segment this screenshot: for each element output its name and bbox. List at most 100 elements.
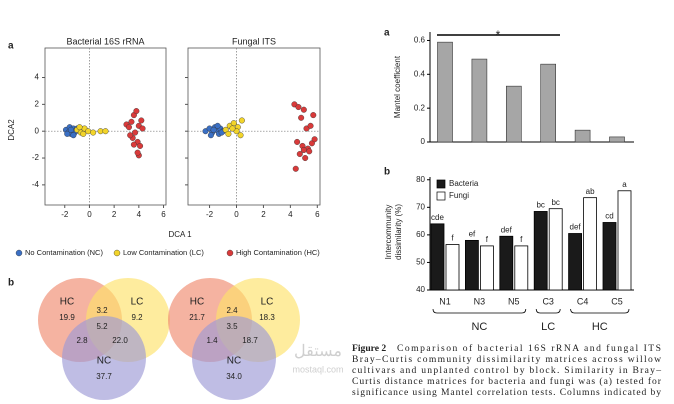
bar-letter: bc	[536, 201, 544, 210]
point	[300, 106, 307, 113]
point	[296, 151, 303, 158]
set-value: 37.7	[96, 372, 112, 381]
group-bracket	[570, 308, 630, 314]
point	[238, 117, 245, 124]
overlap-value: 1.4	[206, 336, 218, 345]
point	[310, 112, 317, 119]
bar	[471, 58, 488, 143]
panel-label: b	[8, 278, 14, 289]
bar-letter: a	[622, 180, 627, 189]
point	[67, 126, 74, 133]
point	[214, 122, 221, 129]
y-tick-label: 0	[421, 137, 426, 146]
x-tick-label: 2	[261, 210, 266, 219]
bar-letter: ab	[586, 187, 595, 196]
panel-label: b	[384, 167, 390, 178]
bar	[568, 233, 582, 291]
watermark: mostaql.com	[292, 364, 343, 374]
y-tick-label: 0.2	[414, 103, 426, 112]
point	[307, 122, 314, 129]
point	[128, 118, 135, 125]
y-tick-label: 70	[416, 202, 425, 211]
x-tick-label: 0	[234, 210, 239, 219]
plot-frame	[44, 47, 167, 206]
x-tick-label: -2	[206, 210, 214, 219]
point	[302, 155, 309, 162]
x-tick-label: 4	[288, 210, 293, 219]
y-tick-label: 60	[416, 230, 425, 239]
y-axis-label: DCA2	[7, 119, 16, 141]
legend-marker	[226, 249, 234, 257]
legend-label: High Contamination (HC)	[236, 248, 320, 257]
point	[130, 141, 137, 148]
venn-circle	[62, 316, 146, 400]
overlap-value: 3.2	[96, 306, 108, 315]
point	[132, 129, 139, 136]
caption-line: Comparison of bacterial 16S rRNA and fun…	[397, 343, 661, 354]
caption-line: cultivars and unplanted control by block…	[352, 365, 661, 376]
significance-star: *	[496, 28, 501, 42]
legend-swatch	[436, 191, 446, 201]
y-tick-label: 0.6	[414, 36, 426, 45]
set-label: NC	[97, 356, 111, 367]
plot-title: Fungal ITS	[232, 36, 276, 46]
bar-letter: ef	[469, 229, 476, 238]
point	[70, 132, 77, 139]
y-tick-label: 0	[35, 126, 40, 135]
y-tick-label: 50	[416, 258, 425, 267]
set-value: 19.9	[59, 313, 75, 322]
point	[311, 136, 318, 143]
x-tick-label: N5	[508, 296, 520, 306]
group-label: HC	[592, 321, 608, 333]
x-tick-label: 6	[315, 210, 320, 219]
caption-line: Bray–Curtis community dissimilarity matr…	[352, 354, 661, 365]
watermark: مستقل	[294, 343, 342, 360]
bar	[583, 197, 597, 291]
point	[76, 124, 83, 131]
legend-label: Bacteria	[449, 179, 479, 188]
group-label: LC	[541, 321, 555, 333]
point	[80, 130, 87, 137]
y-tick-label: 40	[416, 285, 425, 294]
x-tick-label: 2	[112, 210, 117, 219]
caption-label: Figure 2	[352, 343, 386, 354]
set-value: 21.7	[189, 313, 205, 322]
group-bracket	[432, 308, 527, 314]
point	[292, 165, 299, 172]
point	[85, 128, 92, 135]
y-tick-label: 4	[35, 73, 40, 82]
bar	[499, 235, 514, 291]
overlap-value: 3.5	[226, 322, 238, 331]
x-tick-label: C3	[542, 296, 554, 306]
y-tick-label: 2	[35, 99, 40, 108]
y-axis-label: dissimilarity (%)	[394, 204, 403, 260]
overlap-value: 2.4	[226, 306, 238, 315]
set-label: LC	[131, 297, 144, 308]
x-tick-label: N1	[439, 296, 451, 306]
group-bracket	[535, 308, 561, 314]
point	[237, 132, 244, 139]
point	[229, 125, 236, 132]
bar-letter: cde	[431, 213, 444, 222]
bar	[430, 223, 445, 291]
overlap-value: 22.0	[112, 336, 128, 345]
overlap-value: 2.8	[76, 336, 88, 345]
y-axis-label: Intercommunity	[384, 205, 393, 260]
plot-frame	[187, 47, 321, 206]
point	[133, 108, 140, 115]
bar	[464, 239, 479, 291]
x-tick-label: 0	[87, 210, 92, 219]
bar-letter: f	[486, 235, 489, 244]
bar-letter: bc	[551, 198, 559, 207]
group-label: NC	[471, 321, 487, 333]
legend-label: Fungi	[449, 191, 469, 200]
caption-line: significance using Mantel correlation te…	[352, 387, 661, 398]
overlap-value: 18.7	[242, 336, 258, 345]
point	[137, 142, 144, 149]
set-label: HC	[60, 297, 74, 308]
set-label: LC	[261, 297, 274, 308]
legend-marker	[113, 249, 121, 257]
point	[138, 117, 145, 124]
point	[298, 114, 305, 121]
